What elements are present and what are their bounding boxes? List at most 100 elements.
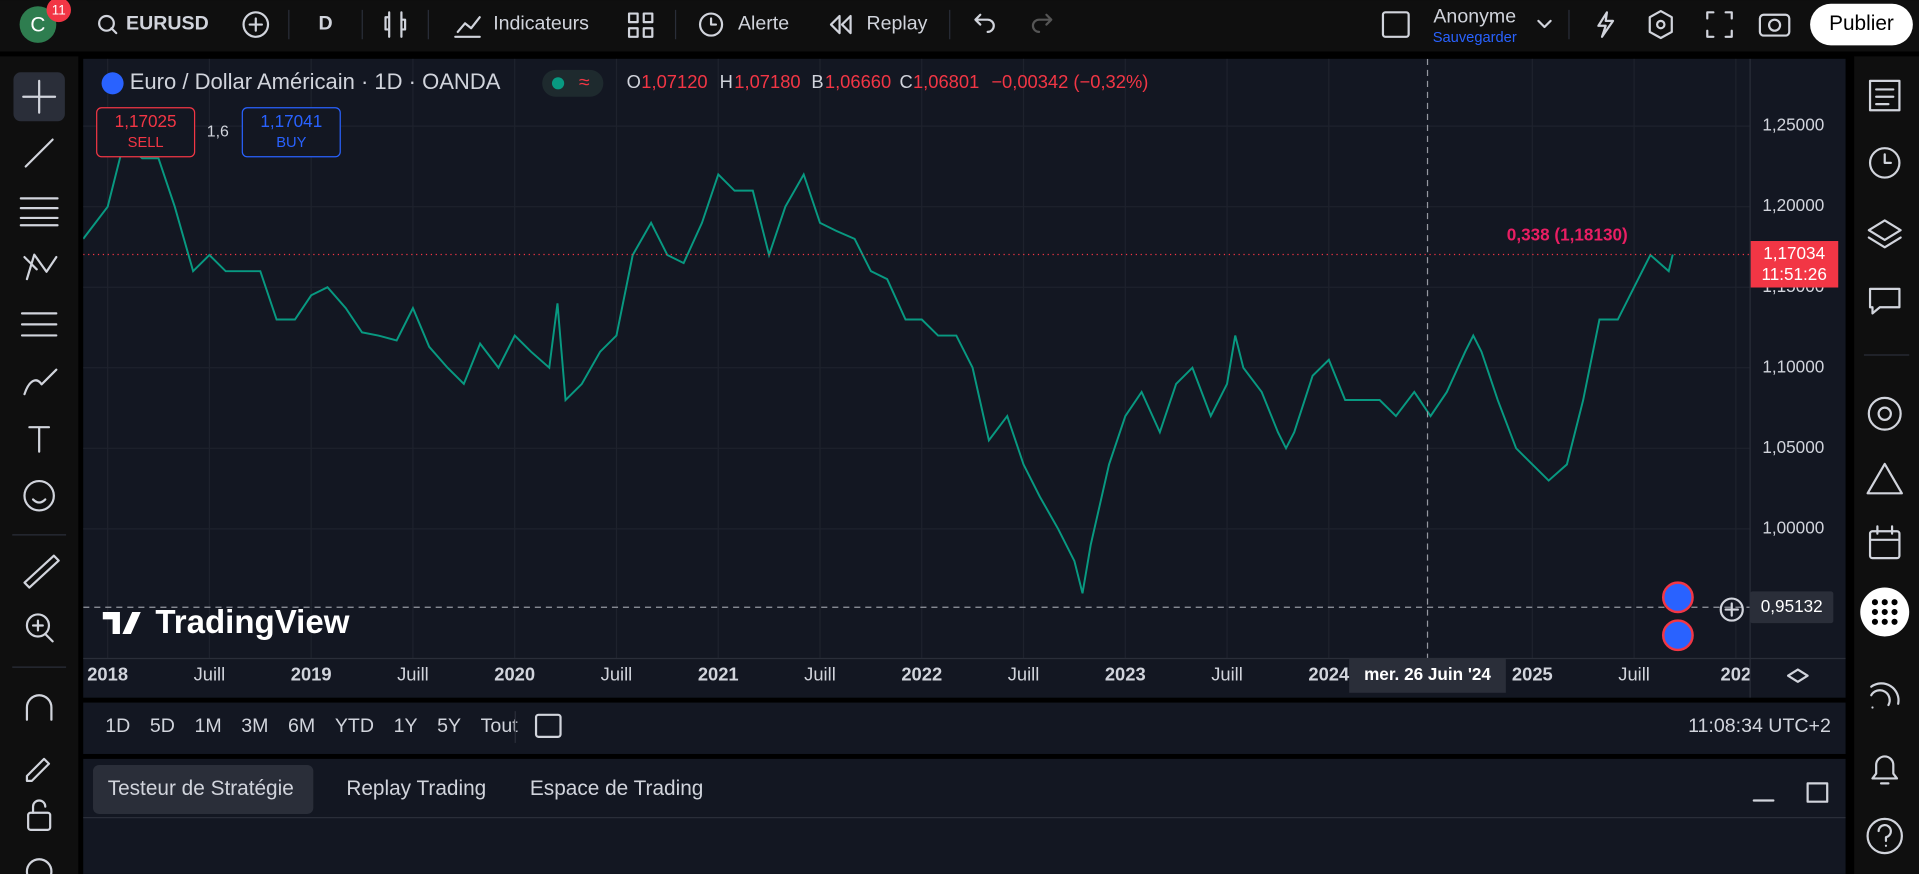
stream[interactable] [1870, 682, 1900, 709]
interval[interactable]: D [318, 13, 332, 35]
buy-price: 1,17041 [260, 111, 322, 131]
watermark: TradingView [155, 604, 349, 641]
fullscreen[interactable] [1706, 11, 1733, 38]
range-button[interactable]: 1Y [394, 715, 418, 737]
ideas[interactable] [1867, 396, 1902, 431]
x-tick-label: Juill [1008, 663, 1040, 684]
watchlist[interactable] [1868, 79, 1901, 112]
replay-button[interactable]: Replay [866, 13, 927, 35]
layouts-icon[interactable] [627, 12, 654, 38]
alert-button[interactable]: Alerte [738, 13, 789, 35]
symbol[interactable]: EURUSD [126, 13, 209, 35]
user-menu[interactable] [1537, 19, 1552, 29]
user-name[interactable]: Anonyme [1433, 5, 1516, 27]
layout-toggle[interactable] [1381, 11, 1410, 38]
calendar[interactable] [1868, 530, 1901, 560]
range-button[interactable]: 5D [150, 715, 175, 737]
x-tick-label: Juill [1211, 663, 1243, 684]
range-button[interactable]: 6M [288, 715, 315, 737]
avatar[interactable] [19, 6, 57, 43]
buy-label: BUY [276, 135, 306, 151]
level-label: 0,338 (1,18130) [1507, 225, 1628, 245]
help[interactable] [1866, 817, 1903, 855]
sell-price: 1,17025 [115, 111, 177, 131]
brush-tool[interactable] [23, 368, 58, 396]
goto-date[interactable] [534, 713, 562, 738]
alert-icon [709, 17, 718, 26]
lock-tool [31, 799, 47, 814]
products [1871, 599, 1898, 625]
x-tick-label: 2022 [901, 663, 942, 684]
crosshair-price-tag [1750, 591, 1834, 624]
y-tick-label: 1,05000 [1762, 437, 1824, 457]
range-button[interactable]: 1D [105, 715, 130, 737]
settings[interactable] [1648, 9, 1673, 40]
axis-settings[interactable] [1786, 668, 1809, 683]
event-flag[interactable] [1661, 581, 1694, 614]
indicators-button[interactable]: Indicateurs [493, 13, 589, 35]
add-alert[interactable] [1719, 597, 1744, 622]
calendar [1868, 525, 1901, 541]
pine[interactable] [1866, 462, 1903, 495]
trendline-tool[interactable] [24, 138, 54, 168]
ohlc-value: 1,07180 [734, 71, 800, 92]
y-tick-label: 1,00000 [1762, 517, 1824, 537]
event-flag[interactable] [1661, 619, 1694, 652]
emoji-tool[interactable] [23, 479, 55, 512]
save-link[interactable]: Sauvegarder [1433, 30, 1517, 46]
ruler-tool[interactable] [23, 554, 60, 589]
redo[interactable] [1031, 13, 1053, 34]
chats[interactable] [1868, 287, 1901, 315]
watermark-logo [102, 612, 141, 635]
text-tool[interactable] [28, 426, 51, 453]
y-tick-label: 1,10000 [1762, 356, 1824, 376]
range-button[interactable]: Tout [481, 715, 519, 737]
bottom-tab[interactable]: Testeur de Stratégie [108, 777, 294, 800]
ohlc-value: 1,06660 [825, 71, 891, 92]
undo[interactable] [974, 13, 995, 34]
fib-tool[interactable] [19, 197, 59, 227]
range-button[interactable]: YTD [335, 715, 374, 737]
range-button[interactable]: 3M [241, 715, 268, 737]
maximize-panel[interactable] [1806, 782, 1829, 803]
bottom-tab[interactable]: Replay Trading [346, 777, 486, 800]
crosshair-date-tag [1349, 658, 1506, 693]
x-tick-label: 2025 [1512, 663, 1553, 684]
bottom-tabs: Testeur de Stratégie Replay Trading Espace… [108, 777, 704, 800]
replay-icon [829, 14, 852, 35]
chart-type-icon[interactable] [384, 11, 407, 38]
x-tick-label: 202 [1721, 663, 1752, 684]
symbol-flag [101, 72, 124, 95]
add-symbol[interactable] [242, 11, 270, 38]
lock-tool[interactable] [27, 811, 52, 831]
left-toolbar [0, 56, 79, 874]
x-tick-label: 2020 [494, 663, 535, 684]
magnet-tool[interactable] [25, 694, 53, 721]
prediction-tool[interactable] [20, 312, 58, 337]
range-button[interactable]: 5Y [437, 715, 461, 737]
range-buttons: 1D 5D 1M 3M 6M YTD 1Y 5Y Tout [105, 715, 518, 737]
sell-label: SELL [128, 135, 164, 151]
spread: 1,6 [207, 123, 229, 140]
bottom-tab[interactable]: Espace de Trading [530, 777, 703, 800]
zoom-tool[interactable] [25, 613, 51, 638]
quick-search[interactable] [1597, 11, 1615, 38]
publish-button[interactable] [1810, 3, 1913, 46]
lock-drawing-tool[interactable] [25, 757, 51, 783]
search-icon [110, 27, 118, 35]
object-tree[interactable] [1867, 219, 1902, 249]
visibility-tool[interactable] [25, 858, 53, 874]
ohlc-key: O [627, 71, 641, 92]
alerts[interactable] [1868, 147, 1901, 179]
range-button[interactable]: 1M [194, 715, 221, 737]
data-problem-icon: ≈ [579, 71, 590, 93]
pattern-tool[interactable] [23, 253, 58, 281]
sell-button[interactable] [96, 107, 196, 158]
snapshot[interactable] [1758, 13, 1791, 37]
alerts [1883, 153, 1892, 164]
notifications[interactable] [1871, 755, 1899, 785]
status-pill [542, 69, 604, 97]
x-tick-label: Juill [397, 663, 429, 684]
buy-button[interactable] [241, 107, 341, 158]
